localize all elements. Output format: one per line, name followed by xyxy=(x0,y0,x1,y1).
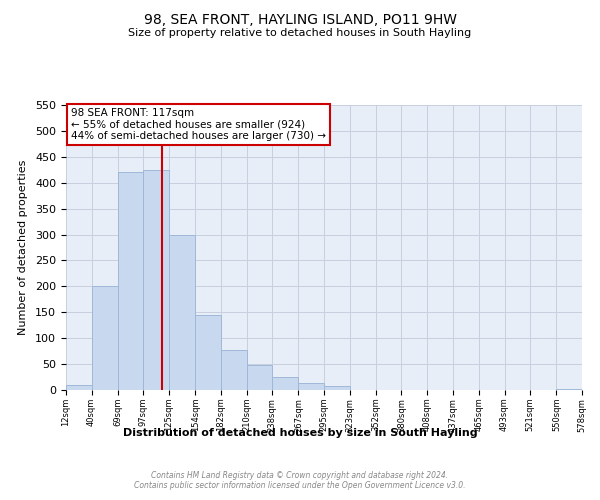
Y-axis label: Number of detached properties: Number of detached properties xyxy=(18,160,28,335)
Text: Size of property relative to detached houses in South Hayling: Size of property relative to detached ho… xyxy=(128,28,472,38)
Bar xyxy=(92,286,118,390)
Text: Distribution of detached houses by size in South Hayling: Distribution of detached houses by size … xyxy=(122,428,478,438)
Text: Contains HM Land Registry data © Crown copyright and database right 2024.
Contai: Contains HM Land Registry data © Crown c… xyxy=(134,470,466,490)
Bar xyxy=(324,386,350,390)
Bar xyxy=(66,385,92,390)
Bar xyxy=(298,384,324,390)
Bar xyxy=(221,350,247,390)
Text: 98, SEA FRONT, HAYLING ISLAND, PO11 9HW: 98, SEA FRONT, HAYLING ISLAND, PO11 9HW xyxy=(143,12,457,26)
Bar xyxy=(169,234,196,390)
Bar xyxy=(247,365,272,390)
Bar xyxy=(272,377,298,390)
Bar xyxy=(196,315,221,390)
Bar xyxy=(556,389,582,390)
Text: 98 SEA FRONT: 117sqm
← 55% of detached houses are smaller (924)
44% of semi-deta: 98 SEA FRONT: 117sqm ← 55% of detached h… xyxy=(71,108,326,141)
Bar xyxy=(143,170,169,390)
Bar xyxy=(118,172,143,390)
